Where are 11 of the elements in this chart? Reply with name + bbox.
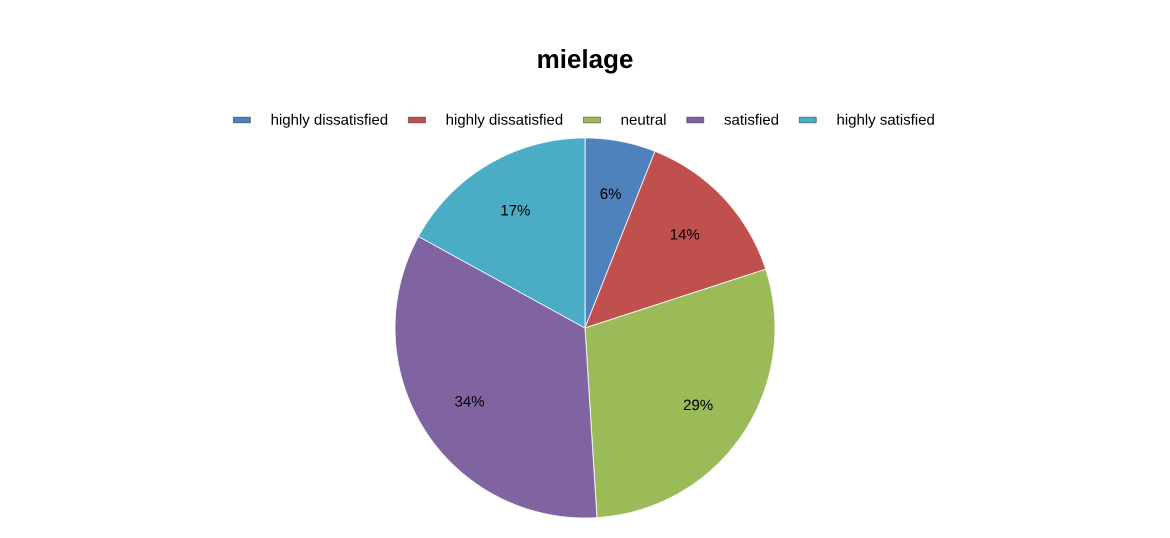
chart-title: mielage xyxy=(538,49,633,74)
legend-label: neutral xyxy=(621,113,666,125)
data-label: 6% xyxy=(600,188,621,199)
legend-label: highly satisfied xyxy=(837,113,934,128)
data-label: 14% xyxy=(670,229,700,240)
legend-label: satisfied xyxy=(724,113,779,125)
data-label: 34% xyxy=(455,395,484,407)
legend-label: highly dissatisfied xyxy=(446,113,563,128)
data-label: 17% xyxy=(501,205,530,216)
legend-label: highly dissatisfied xyxy=(271,113,388,128)
data-label: 29% xyxy=(683,399,713,411)
